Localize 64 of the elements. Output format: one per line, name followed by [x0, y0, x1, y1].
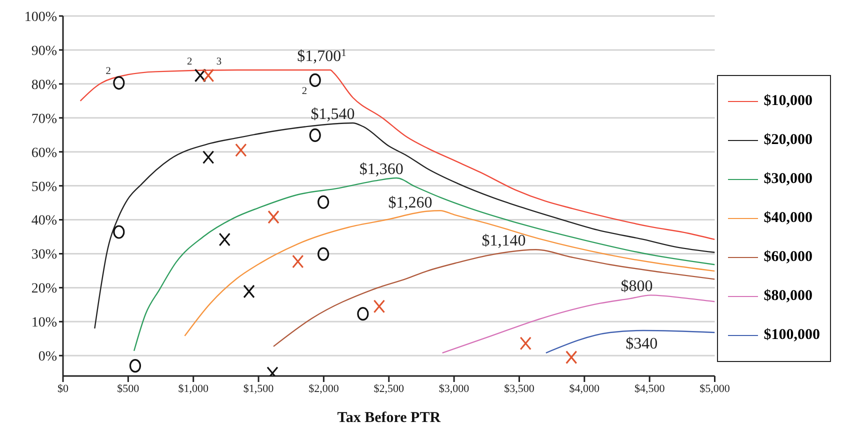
y-tick-label: 60%: [31, 146, 58, 161]
point: [202, 68, 214, 82]
x-tick-label: $500: [117, 382, 140, 395]
point: [113, 76, 125, 90]
x-tick-label: $2,500: [374, 382, 404, 395]
y-tick-label: 0%: [38, 350, 58, 365]
point: [373, 300, 386, 314]
x-tick-label: $5,000: [700, 382, 730, 395]
point: [113, 225, 125, 239]
point: [357, 307, 369, 321]
line-series: [442, 294, 715, 354]
point: [194, 68, 206, 82]
point: [235, 143, 247, 157]
point: [292, 254, 304, 268]
point: [202, 150, 214, 164]
point: [318, 247, 330, 261]
point: [520, 336, 532, 350]
x-axis-title: Tax Before PTR: [337, 410, 441, 426]
y-tick-label: 30%: [31, 248, 58, 263]
line-series: [184, 210, 715, 337]
x-tick-label: $0: [58, 382, 69, 395]
y-tick-label: 80%: [31, 78, 58, 93]
point: [566, 350, 578, 364]
x-tick-label: $4,500: [634, 382, 666, 395]
annotation: 3: [216, 56, 222, 67]
y-tick-label: 40%: [31, 214, 58, 229]
x-tick-label: $3,500: [504, 382, 535, 395]
line-series: [133, 177, 715, 352]
point: [243, 284, 255, 298]
legend-label: $80,000: [764, 288, 812, 304]
point: [309, 73, 321, 87]
annotation: $1,540: [310, 106, 355, 123]
annotation: $1,140: [482, 232, 526, 250]
point: [318, 195, 330, 209]
point: [309, 128, 321, 142]
y-tick-label: 50%: [31, 180, 58, 195]
y-tick-label: 20%: [31, 282, 58, 297]
x-tick-label: $3,000: [438, 382, 470, 395]
legend-label: $30,000: [764, 170, 812, 188]
annotation: 2: [106, 65, 111, 76]
line-series: [94, 122, 715, 330]
y-tick-label: 100%: [24, 10, 58, 25]
point: [218, 232, 230, 246]
annotation: $1,260: [388, 194, 432, 212]
legend-label: $60,000: [764, 248, 812, 266]
y-tick-label: 70%: [31, 112, 58, 127]
annotation: $340: [626, 335, 658, 352]
y-tick-label: 90%: [31, 44, 58, 59]
legend-label: $10,000: [764, 92, 812, 110]
annotation: $800: [620, 278, 653, 296]
x-tick-label: $1,500: [243, 382, 274, 395]
x-tick-label: $2,000: [308, 382, 340, 395]
point: [129, 359, 142, 373]
point: [268, 210, 280, 224]
x-tick-label: $1,000: [178, 382, 209, 395]
y-tick-label: 10%: [31, 316, 58, 331]
legend-label: $100,000: [764, 326, 820, 344]
annotation: $1,360: [359, 161, 404, 178]
legend-label: $20,000: [764, 132, 812, 148]
annotation: 2: [187, 56, 192, 67]
legend-label: $40,000: [764, 210, 812, 226]
annotation: $1,700$^{1}$: [297, 48, 346, 65]
annotation: 2: [302, 86, 308, 97]
x-tick-label: $4,000: [569, 382, 600, 395]
